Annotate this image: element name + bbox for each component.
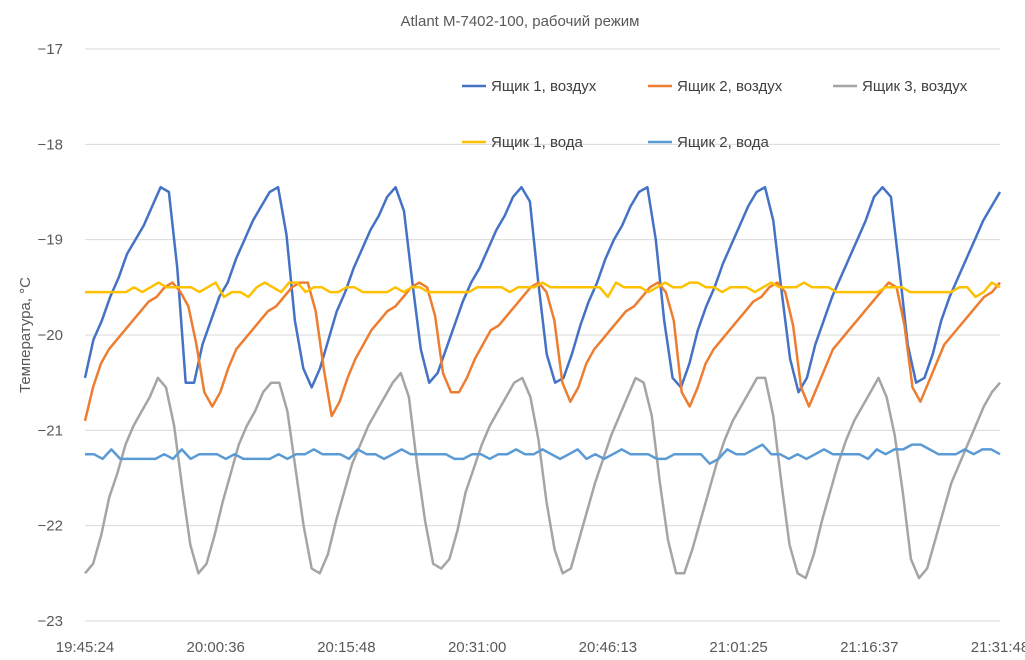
x-tick-label: 21:16:37 bbox=[840, 639, 898, 656]
series-line-3 bbox=[84, 371, 1001, 580]
y-axis-label: Температура, °C bbox=[17, 277, 34, 393]
y-axis-ticks: −17 −18 −19 −20 −21 −22 −23 bbox=[38, 41, 63, 630]
x-tick-label: 20:00:36 bbox=[187, 639, 245, 656]
series-line-1 bbox=[83, 185, 1002, 394]
x-tick-label: 21:31:48 bbox=[971, 639, 1025, 656]
legend-label: Ящик 1, воздух bbox=[491, 78, 597, 95]
legend-item: Ящик 3, воздух bbox=[833, 78, 968, 95]
legend-label: Ящик 1, вода bbox=[491, 134, 584, 151]
legend-label: Ящик 2, воздух bbox=[677, 78, 783, 95]
y-tick-label: −18 bbox=[38, 136, 63, 153]
y-tick-label: −20 bbox=[38, 327, 63, 344]
grid-lines bbox=[85, 48, 1000, 622]
series-line-5 bbox=[85, 443, 1001, 465]
y-tick-label: −23 bbox=[38, 613, 63, 630]
chart-title: Atlant M-7402-100, рабочий режим bbox=[400, 13, 639, 30]
x-tick-label: 20:46:13 bbox=[579, 639, 637, 656]
series-line-2 bbox=[83, 281, 1001, 422]
y-tick-label: −17 bbox=[38, 41, 63, 58]
legend-item: Ящик 2, воздух bbox=[648, 78, 783, 95]
y-tick-label: −22 bbox=[38, 518, 63, 535]
x-axis-ticks: 19:45:24 20:00:36 20:15:48 20:31:00 20:46:13… bbox=[56, 639, 1025, 656]
x-tick-label: 19:45:24 bbox=[56, 639, 114, 656]
legend-item: Ящик 2, вода bbox=[648, 134, 770, 151]
legend-label: Ящик 3, воздух bbox=[862, 78, 968, 95]
legend: Ящик 1, воздух Ящик 2, воздух Ящик 3, возд… bbox=[462, 78, 968, 151]
x-tick-label: 20:15:48 bbox=[317, 639, 375, 656]
legend-item: Ящик 1, воздух bbox=[462, 78, 597, 95]
x-tick-label: 21:01:25 bbox=[709, 639, 767, 656]
series-lines bbox=[83, 185, 1002, 580]
series-line-4 bbox=[85, 281, 1001, 299]
y-tick-label: −19 bbox=[38, 232, 63, 249]
y-tick-label: −21 bbox=[38, 422, 63, 439]
x-tick-label: 20:31:00 bbox=[448, 639, 506, 656]
legend-item: Ящик 1, вода bbox=[462, 134, 584, 151]
legend-label: Ящик 2, вода bbox=[677, 134, 770, 151]
